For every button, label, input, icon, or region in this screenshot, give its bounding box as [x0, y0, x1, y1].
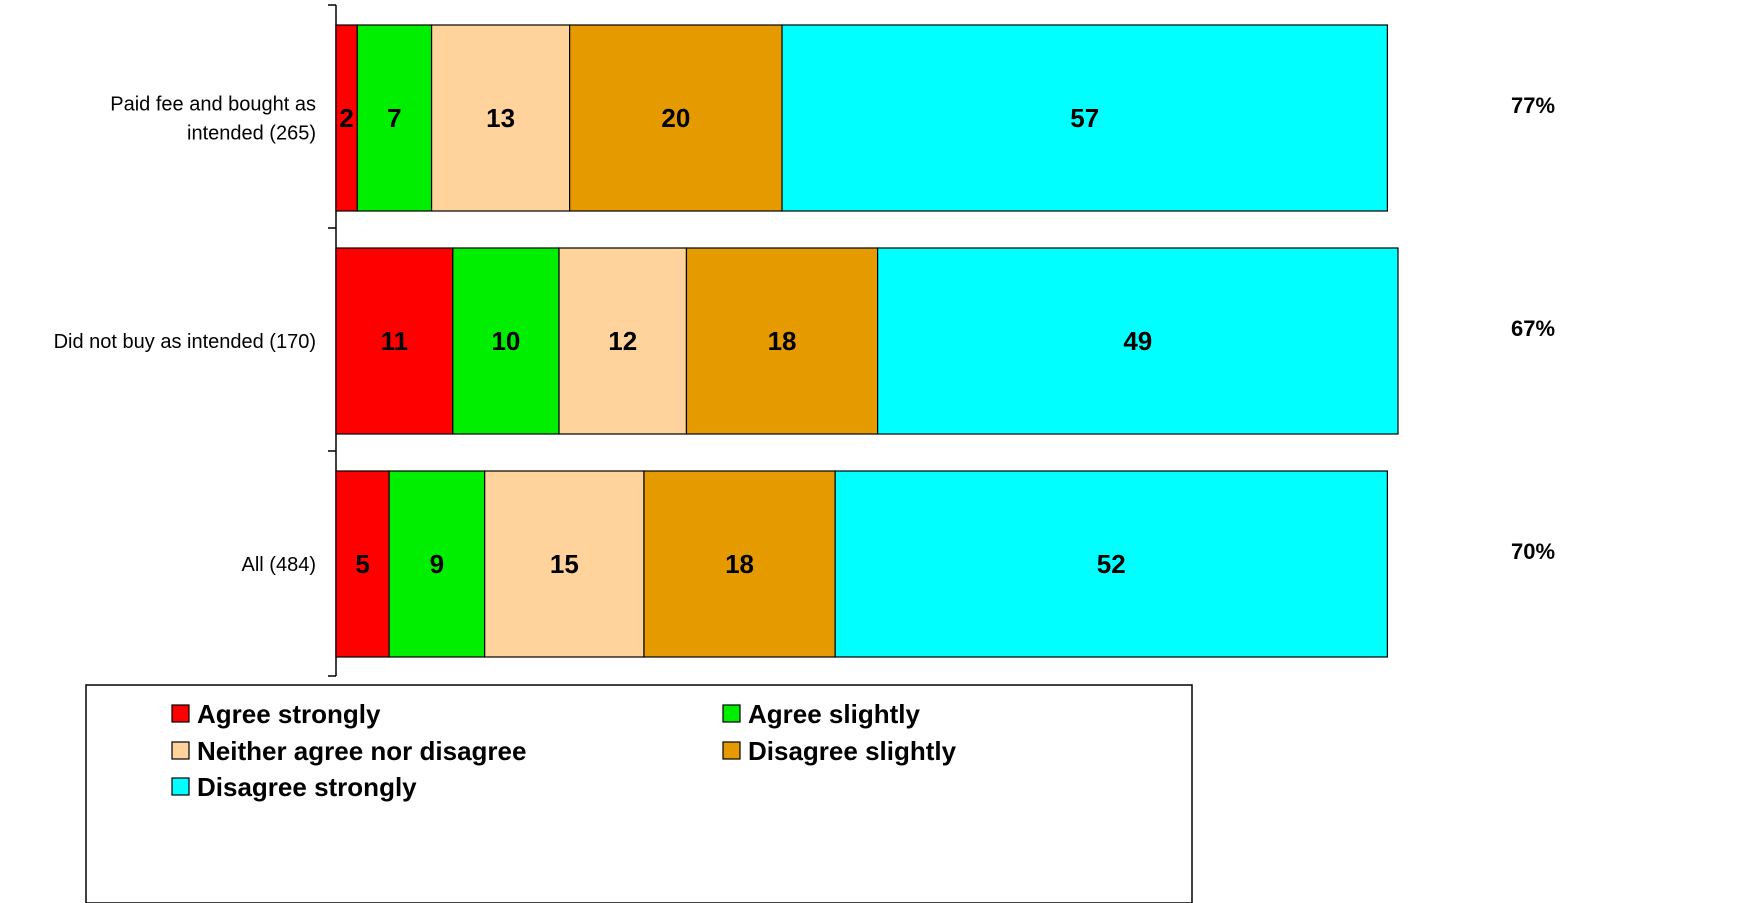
bar-segment: [781, 24, 1388, 212]
segment-value-label: 49: [1123, 326, 1152, 356]
legend-swatch: [722, 741, 741, 760]
segment-value-label: 18: [768, 326, 797, 356]
bar-segment: [484, 470, 645, 658]
bar-segment: [388, 470, 486, 658]
category-axis: [328, 4, 337, 677]
category-label-line: intended (265): [187, 123, 316, 145]
segment-value-label: 18: [725, 549, 754, 579]
segment-value-label: 7: [387, 103, 401, 133]
category-label: Did not buy as intended (170): [54, 331, 316, 353]
total-label: 77%: [1511, 93, 1555, 118]
legend-entry-label: Agree strongly: [197, 699, 381, 729]
segment-value-label: 10: [491, 326, 520, 356]
total-label: 67%: [1511, 316, 1555, 341]
category-label-line: All (484): [242, 554, 316, 576]
bar-segment: [834, 470, 1388, 658]
legend-swatch: [171, 704, 190, 723]
bar-segment: [685, 247, 879, 435]
legend-box: [85, 684, 1193, 903]
legend-entry-label: Disagree strongly: [197, 772, 417, 802]
segment-value-label: 11: [381, 326, 409, 356]
segment-value-label: 52: [1097, 549, 1126, 579]
bar-segment: [558, 247, 688, 435]
bar-segment: [643, 470, 836, 658]
bars: 2 7 13 20 57 11 10 12 18 49 5 9 15 18 52: [335, 24, 1399, 658]
legend-entry-label: Agree slightly: [748, 699, 920, 729]
legend: Agree strongly Agree slightly Neither agre…: [85, 684, 1193, 903]
bar-segment: [452, 247, 560, 435]
category-labels: Paid fee and bought as intended (265) Did …: [54, 94, 316, 577]
segment-value-label: 9: [430, 549, 444, 579]
bar-segment: [430, 24, 571, 212]
legend-swatch: [171, 777, 190, 796]
segment-value-label: 2: [339, 103, 353, 133]
bar-segment: [356, 24, 433, 212]
legend-entry-label: Disagree slightly: [748, 736, 957, 766]
bar-segment: [569, 24, 783, 212]
segment-value-label: 5: [355, 549, 369, 579]
total-labels: 77% 67% 70%: [1511, 93, 1555, 564]
segment-value-label: 13: [486, 103, 515, 133]
category-label-line: Paid fee and bought as: [110, 94, 316, 116]
total-label: 70%: [1511, 539, 1555, 564]
category-label: All (484): [242, 554, 316, 576]
segment-value-label: 15: [550, 549, 579, 579]
legend-swatch: [722, 704, 741, 723]
legend-entry-label: Neither agree nor disagree: [197, 736, 526, 766]
segment-value-label: 12: [608, 326, 637, 356]
category-label: Paid fee and bought as intended (265): [110, 94, 316, 145]
category-label-line: Did not buy as intended (170): [54, 331, 316, 353]
segment-value-label: 20: [661, 103, 690, 133]
legend-swatch: [171, 741, 190, 760]
bar-segment: [877, 247, 1399, 435]
segment-value-label: 57: [1070, 103, 1099, 133]
